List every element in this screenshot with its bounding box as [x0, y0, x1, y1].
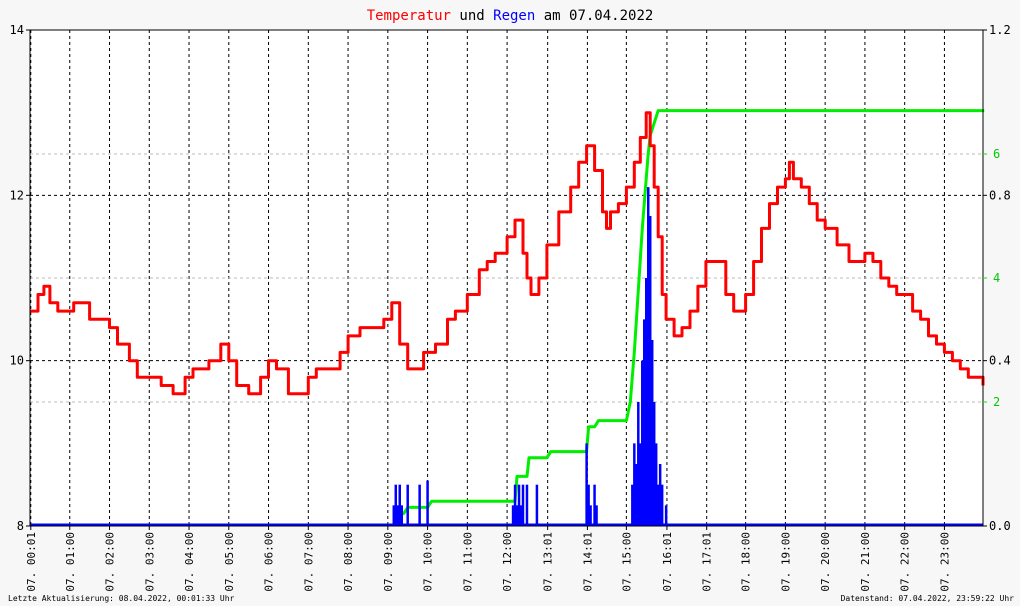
x-tick-label: 07. 07:00: [302, 532, 315, 592]
y-right-rain-tick-label: 0.0: [989, 519, 1011, 533]
x-tick-label: 07. 19:00: [779, 532, 792, 592]
x-tick-label: 07. 22:00: [899, 532, 912, 592]
x-tick-label: 07. 04:00: [183, 532, 196, 592]
y-left-tick-label: 10: [10, 354, 24, 368]
y-right-sum-tick-label: 2: [993, 395, 1000, 409]
title-date: am 07.04.2022: [535, 8, 653, 24]
x-tick-label: 07. 16:01: [661, 532, 674, 592]
series-layer: [30, 109, 985, 527]
axes: 8 10 12 14 0.0 0.4 0.8 1.2 2 4 6 07. 00:01 07. 01:00…: [10, 23, 1011, 592]
x-tick-label: 07. 21:00: [859, 532, 872, 592]
x-tick-label: 07. 03:00: [143, 532, 156, 592]
y-right-sum-tick-label: 4: [993, 271, 1000, 285]
y-left-tick-label: 12: [10, 188, 24, 202]
x-tick-label: 07. 20:00: [819, 532, 832, 592]
title-regen: Regen: [493, 8, 535, 24]
footer-data-status: Datenstand: 07.04.2022, 23:59:22 Uhr: [840, 594, 1014, 603]
x-tick-label: 07. 09:00: [382, 532, 395, 592]
x-tick-label: 07. 18:00: [740, 532, 753, 592]
x-tick-label: 07. 12:00: [501, 532, 514, 592]
title-temperatur: Temperatur: [367, 8, 451, 24]
y-left-tick-label: 8: [17, 519, 24, 533]
footer-last-update: Letzte Aktualisierung: 08.04.2022, 00:01…: [8, 594, 235, 603]
y-right-rain-tick-label: 1.2: [989, 23, 1011, 37]
y-left-tick-label: 14: [10, 23, 24, 37]
x-tick-label: 07. 23:00: [938, 532, 951, 592]
chart-title: Temperatur und Regen am 07.04.2022: [367, 8, 654, 24]
series-temperatur-line: [30, 111, 985, 396]
grid: [30, 29, 983, 527]
x-tick-label: 07. 13:01: [542, 532, 555, 592]
x-tick-label: 07. 10:00: [422, 532, 435, 592]
x-tick-label: 07. 06:00: [263, 532, 276, 592]
x-tick-label: 07. 05:00: [223, 532, 236, 592]
series-regensumme-line: [395, 109, 985, 516]
title-und: und: [451, 8, 493, 24]
x-tick-label: 07. 02:00: [104, 532, 117, 592]
x-tick-label: 07. 11:00: [461, 532, 474, 592]
y-right-rain-tick-label: 0.4: [989, 354, 1011, 368]
x-tick-label: 07. 01:00: [64, 532, 77, 592]
x-tick-label: 07. 17:01: [701, 532, 714, 592]
y-right-rain-tick-label: 0.8: [989, 188, 1011, 202]
y-right-sum-tick-label: 6: [993, 147, 1000, 161]
x-tick-label: 07. 15:00: [620, 532, 633, 592]
x-tick-label: 07. 08:00: [342, 532, 355, 592]
x-tick-label: 07. 14:01: [581, 532, 594, 592]
x-tick-label: 07. 00:01: [25, 532, 38, 592]
